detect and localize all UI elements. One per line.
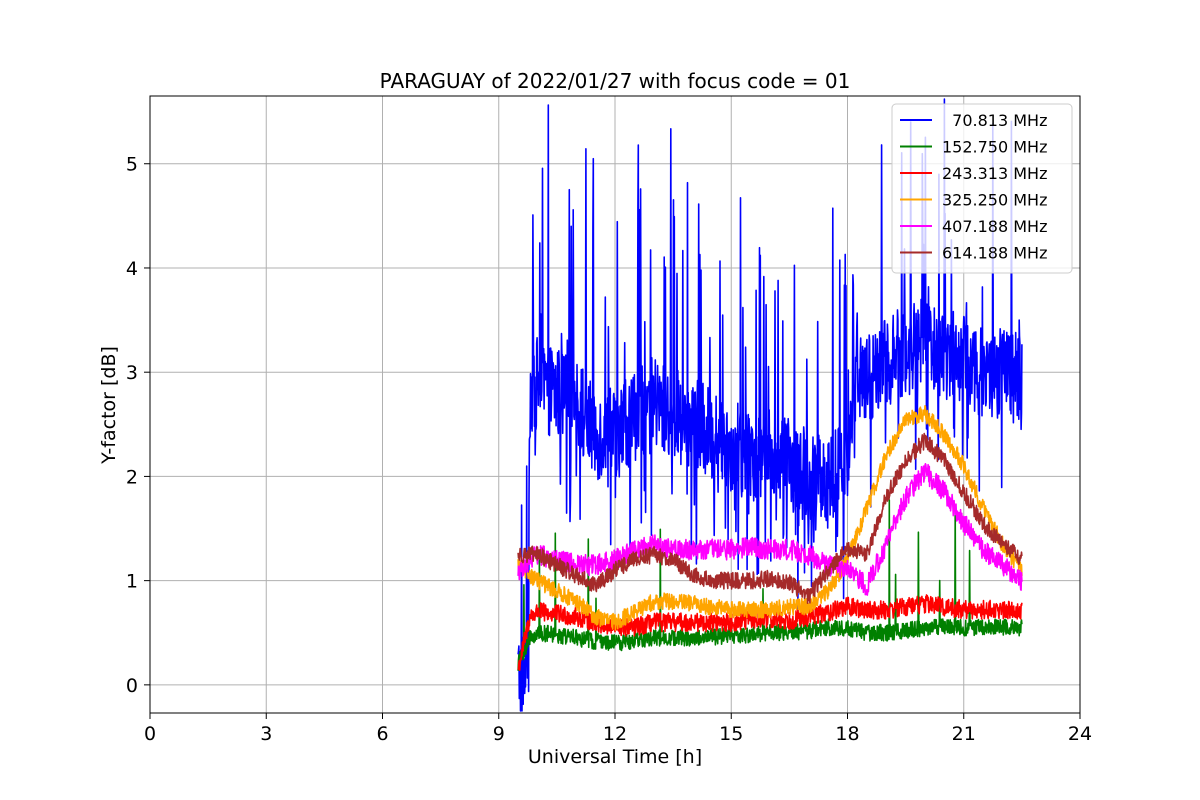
y-tick-label: 0 [126,675,138,697]
x-tick-label: 24 [1068,723,1092,745]
chart-title: PARAGUAY of 2022/01/27 with focus code =… [380,69,851,93]
y-tick-label: 4 [126,258,138,280]
x-tick-label: 18 [835,723,859,745]
series-group [517,98,1023,712]
series-line [517,98,1023,712]
legend-label: 614.188 MHz [942,244,1047,263]
legend-label: 325.250 MHz [942,191,1047,210]
legend: 70.813 MHz 152.750 MHz 243.313 MHz 325.250 … [891,103,1073,274]
legend-box [891,103,1073,274]
series-line [517,499,1023,671]
y-tick-label: 2 [126,466,138,488]
y-tick-label: 1 [126,571,138,593]
series-line [517,463,1023,596]
legend-label: 243.313 MHz [942,164,1047,183]
x-tick-label: 15 [719,723,743,745]
x-tick-label: 3 [260,723,272,745]
y-tick-label: 5 [126,154,138,176]
x-tick-label: 0 [144,723,156,745]
legend-label: 407.188 MHz [942,217,1047,236]
y-axis-label: Y-factor [dB] [98,346,120,465]
legend-label: 152.750 MHz [942,138,1047,157]
series-line [517,432,1023,604]
x-tick-label: 9 [493,723,505,745]
x-tick-label: 6 [376,723,388,745]
x-tick-label: 21 [952,723,976,745]
series-line [517,405,1023,631]
y-tick-label: 3 [126,362,138,384]
x-axis-label: Universal Time [h] [528,746,702,768]
legend-label: 70.813 MHz [942,111,1047,130]
x-tick-label: 12 [603,723,627,745]
